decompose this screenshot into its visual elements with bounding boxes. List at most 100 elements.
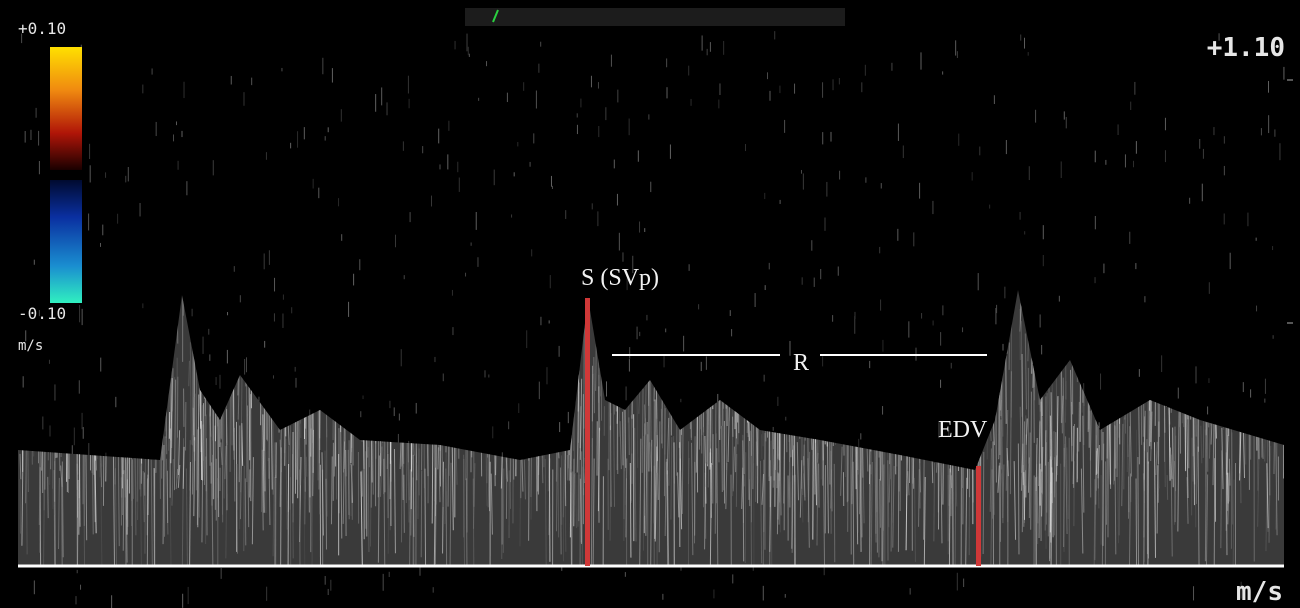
spectrum-texture	[347, 449, 350, 515]
spectrum-texture	[438, 435, 441, 503]
spectrum-texture	[193, 437, 196, 517]
spectrum-texture	[670, 437, 673, 520]
spectrum-texture	[1078, 401, 1080, 452]
spectrum-texture	[1066, 447, 1069, 519]
spectrum-texture	[869, 464, 871, 566]
spectrum-texture	[330, 456, 333, 525]
spectrum-texture	[350, 447, 353, 517]
spectrum-texture	[732, 446, 735, 492]
spectrum-texture	[1116, 467, 1120, 544]
top-bar	[465, 8, 845, 26]
spectrum-texture	[629, 463, 632, 558]
spectrum-texture	[761, 474, 764, 505]
spectrum-texture	[83, 450, 86, 566]
spectrum-texture	[1030, 391, 1032, 530]
spectrum-texture	[1061, 395, 1064, 424]
spectrum-texture	[1009, 371, 1012, 495]
spectrum-texture	[907, 471, 910, 496]
spectrum-texture	[424, 468, 427, 566]
spectrum-texture	[1147, 461, 1149, 566]
spectrum-texture	[61, 477, 63, 566]
spectrum-texture	[742, 434, 745, 487]
spectrum-texture	[414, 431, 417, 566]
spectrum-texture	[1000, 382, 1004, 419]
spectrum-texture	[544, 458, 547, 566]
spectrum-texture	[1038, 420, 1041, 539]
spectrum-texture	[1001, 399, 1004, 524]
spectrum-texture	[923, 477, 926, 566]
spectrum-texture	[449, 462, 452, 566]
spectrum-texture	[777, 473, 780, 520]
spectrum-texture	[677, 472, 680, 518]
spectrum-texture	[153, 450, 156, 566]
spectrum-texture	[444, 443, 447, 524]
spectrum-texture	[1097, 444, 1100, 479]
spectrum-texture	[78, 445, 81, 535]
spectrum-texture	[1226, 434, 1229, 475]
spectrum-texture	[202, 403, 205, 481]
spectrum-texture	[49, 446, 52, 485]
spectrum-texture	[625, 458, 628, 538]
spectrum-texture	[1156, 465, 1159, 534]
spectrum-texture	[262, 414, 265, 513]
systolic-label: S (SVp)	[581, 265, 659, 291]
spectrum-texture	[888, 448, 891, 503]
spectrum-texture	[1044, 465, 1047, 549]
spectrum-texture	[112, 444, 116, 566]
spectrum-texture	[445, 468, 448, 566]
spectrum-texture	[1082, 415, 1085, 513]
spectrum-texture	[634, 427, 637, 542]
spectrum-texture	[664, 461, 667, 536]
spectrum-texture	[579, 478, 583, 544]
spectrum-texture	[238, 425, 241, 483]
spectrum-texture	[645, 422, 648, 536]
spectrum-texture	[340, 421, 343, 539]
spectrum-texture	[666, 470, 670, 566]
spectrum-texture	[114, 468, 118, 566]
spectrum-texture	[663, 408, 666, 497]
spectrum-texture	[817, 437, 821, 459]
spectrum-texture	[593, 357, 595, 414]
spectrum-texture	[61, 461, 64, 558]
spectrum-texture	[666, 417, 670, 475]
spectrum-texture	[807, 451, 811, 523]
spectrum-texture	[1231, 432, 1234, 525]
spectrum-texture	[465, 478, 468, 566]
spectrum-texture	[1225, 420, 1228, 556]
spectrum-texture	[890, 447, 893, 552]
spectrum-texture	[654, 446, 658, 542]
spectrum-texture	[1137, 457, 1140, 566]
spectrum-texture	[802, 473, 805, 495]
spectrum-texture	[171, 459, 174, 506]
spectrum-texture	[263, 399, 266, 492]
spectrum-texture	[274, 477, 276, 566]
spectrum-texture	[725, 462, 728, 510]
spectrum-texture	[1155, 441, 1158, 475]
spectrum-texture	[505, 455, 508, 482]
spectrum-texture	[955, 460, 958, 507]
spectrum-texture	[225, 442, 228, 559]
spectrum-texture	[1000, 473, 1003, 498]
spectrum-texture	[441, 436, 444, 508]
spectrum-texture	[1036, 463, 1039, 545]
colorbar-min: -0.10	[18, 304, 66, 323]
spectrum-texture	[1129, 412, 1133, 477]
spectrum-texture	[822, 430, 826, 566]
spectrum-texture	[380, 446, 383, 497]
spectrum-texture	[1021, 353, 1024, 486]
spectrum-texture	[1024, 333, 1027, 410]
spectrum-texture	[691, 442, 694, 556]
spectrum-texture	[1135, 429, 1138, 530]
spectrum-texture	[1013, 461, 1017, 540]
spectrum-texture	[1017, 443, 1020, 555]
spectrum-texture	[791, 475, 794, 553]
spectrum-texture	[299, 469, 301, 566]
spectrum-texture	[801, 475, 804, 523]
spectrum-texture	[590, 438, 593, 566]
spectrum-texture	[1213, 458, 1216, 566]
colorbar-negative	[50, 180, 82, 303]
spectrum-texture	[855, 440, 859, 545]
spectrum-texture	[641, 388, 644, 473]
spectrum-texture	[656, 434, 659, 500]
edv-label: EDV	[938, 417, 988, 443]
